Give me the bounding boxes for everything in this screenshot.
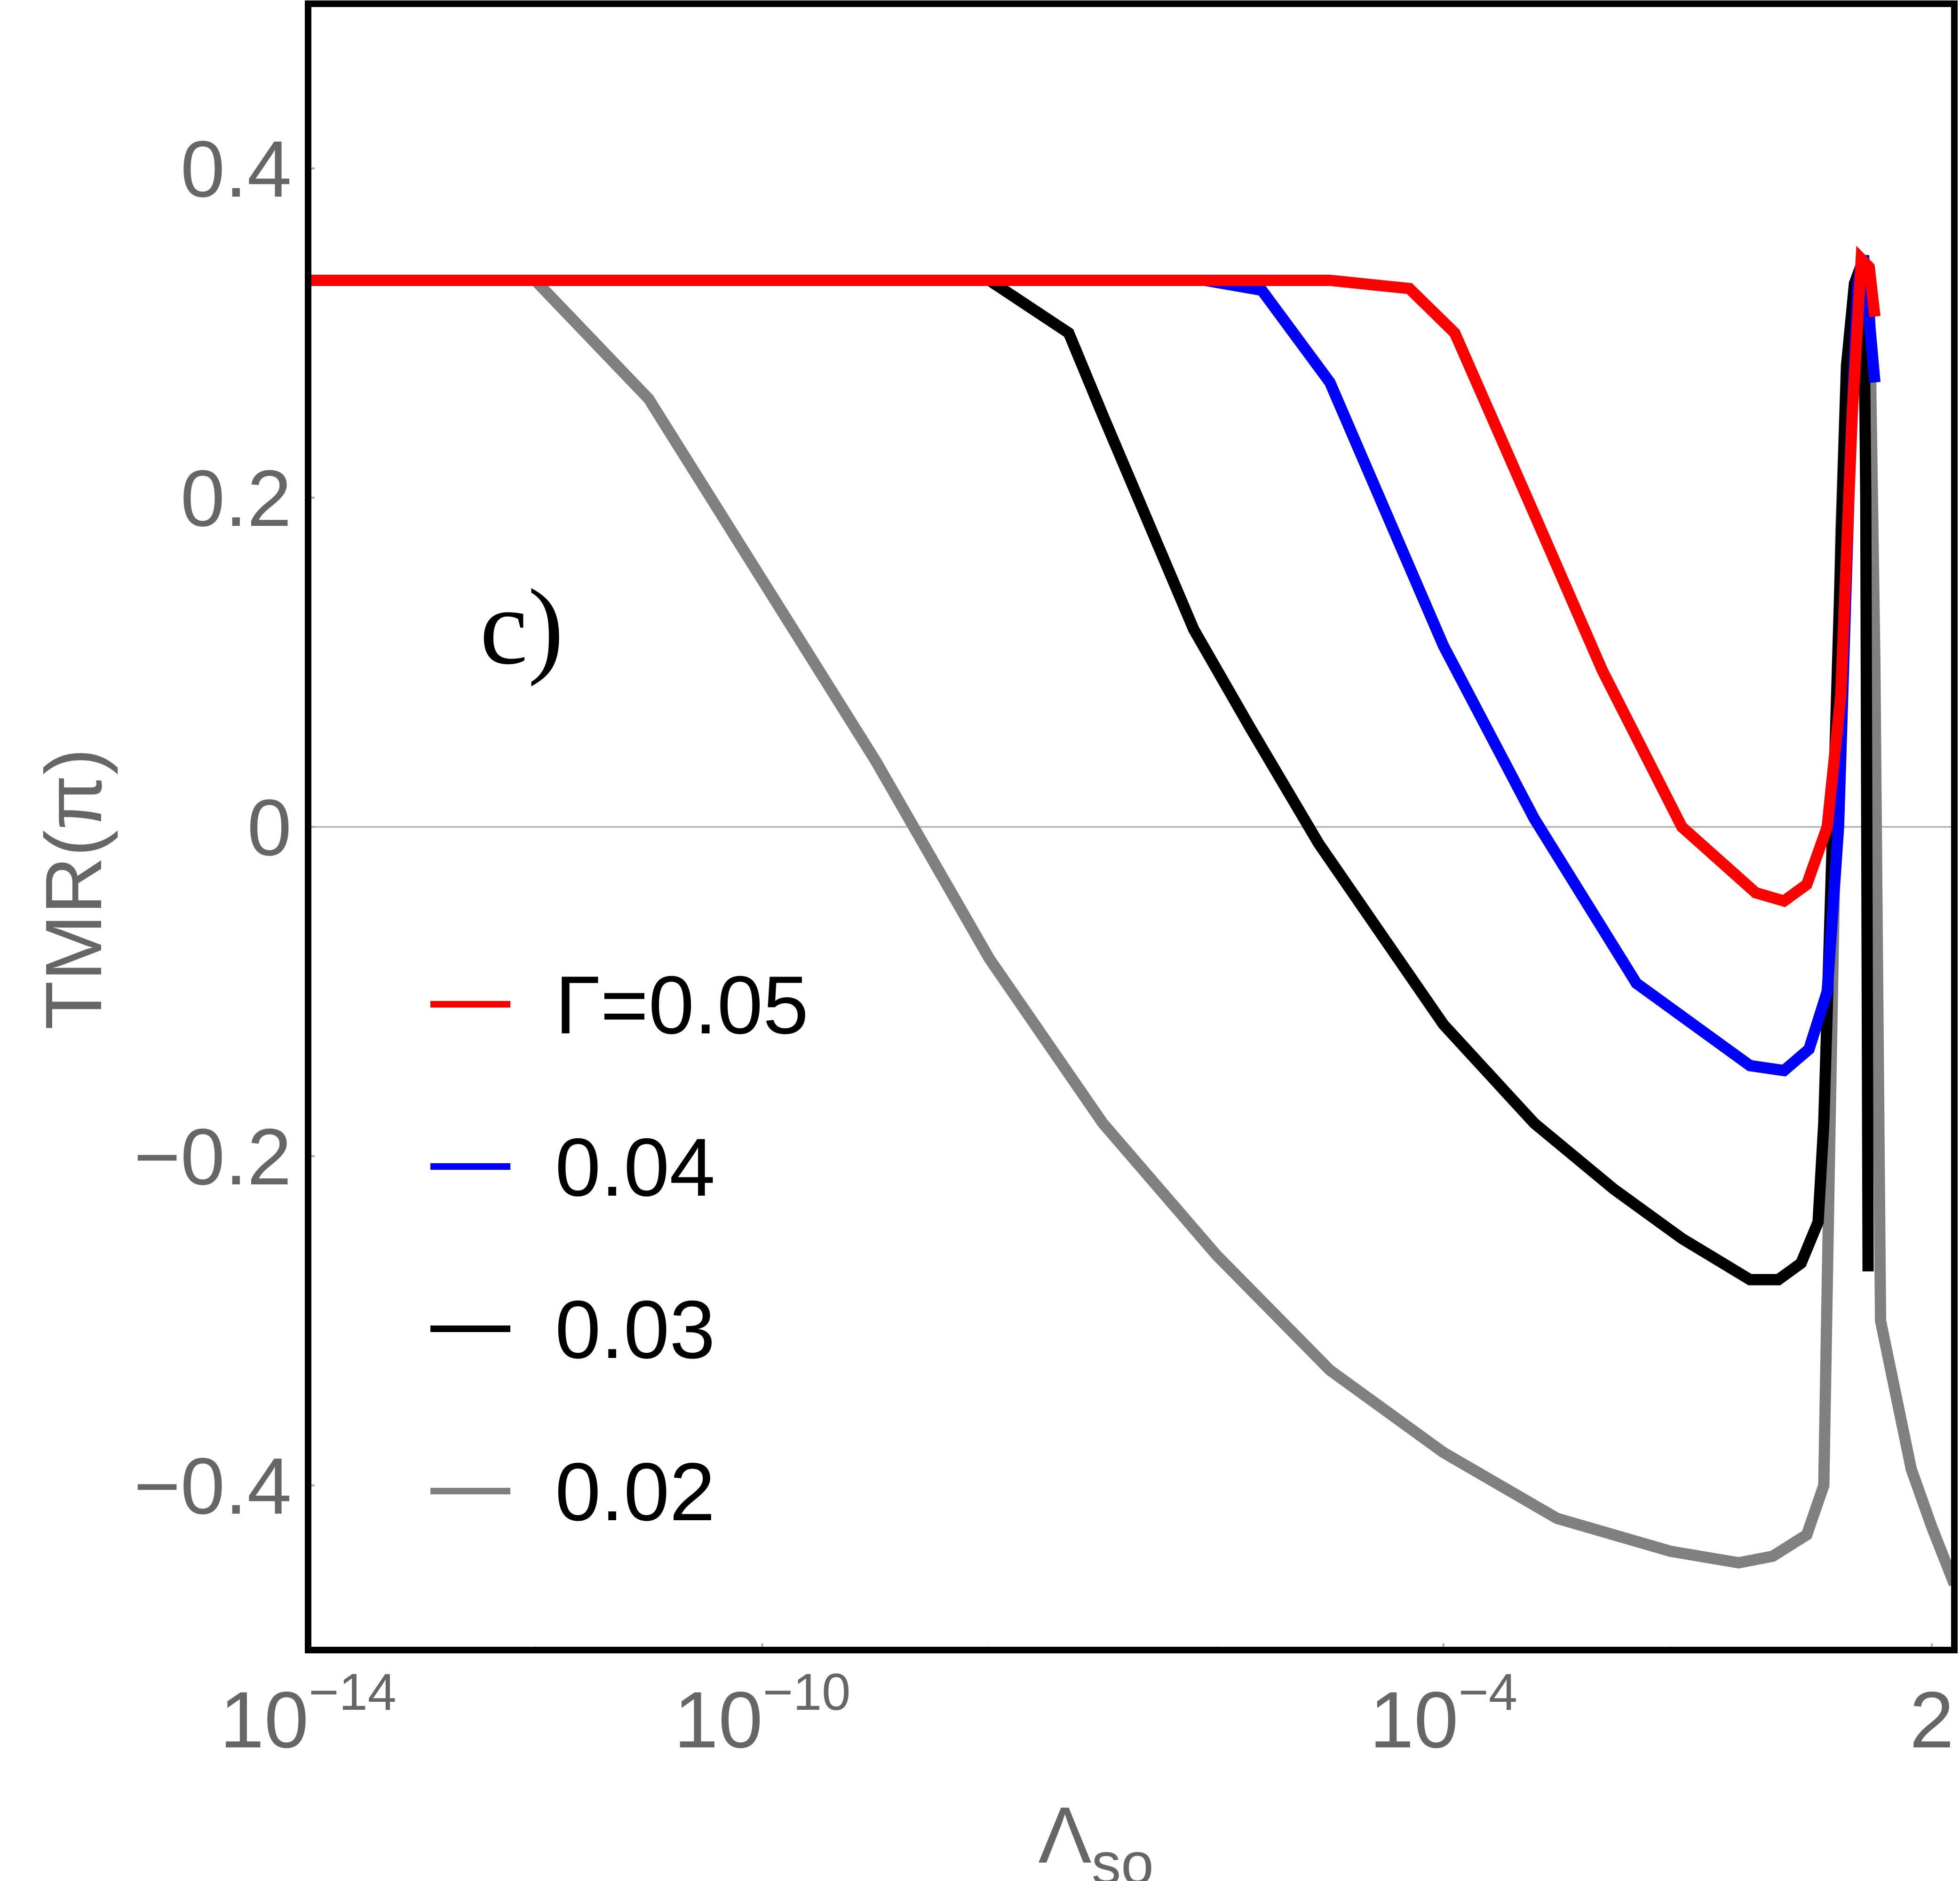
series-line-0.02 [308,262,1954,1587]
series-line-0.05 [308,246,1881,907]
y-tick-label-0: 0.4 [181,125,292,214]
x-axis-title-subscript: so [1092,1831,1154,1881]
series-line-0.03 [308,257,1874,1286]
legend-label-0.05: Γ=0.05 [555,960,809,1051]
x-tick-label-0: 10−14 [220,1663,397,1765]
series-group [308,246,1954,1587]
legend: Γ=0.05 0.04 0.03 0.02 [430,960,809,1538]
legend-label-0.04: 0.04 [555,1122,715,1214]
y-tick-label-4: −0.4 [134,1442,292,1531]
y-tick-label-1: 0.2 [181,454,292,543]
y-tick-label-3: −0.2 [134,1112,292,1202]
x-tick-label-2: 10−4 [1370,1663,1518,1765]
x-tick-label-1: 10−10 [674,1663,851,1765]
panel-label: c) [480,567,564,687]
x-axis-title: Λso [1038,1791,1154,1881]
legend-label-0.03: 0.03 [555,1284,715,1376]
y-axis-title: TMR(π) [29,748,119,1030]
plot-frame [305,0,1958,1653]
x-axis-title-symbol: Λ [1038,1791,1092,1880]
legend-label-0.02: 0.02 [555,1446,715,1538]
y-tick-label-2: 0 [247,783,292,873]
x-tick-label-3: 2 [1910,1675,1954,1765]
x-axis-labels: 10−14 10−10 10−4 2 [220,1663,1954,1765]
y-axis-labels: 0.4 0.2 0 −0.2 −0.4 [134,125,292,1531]
